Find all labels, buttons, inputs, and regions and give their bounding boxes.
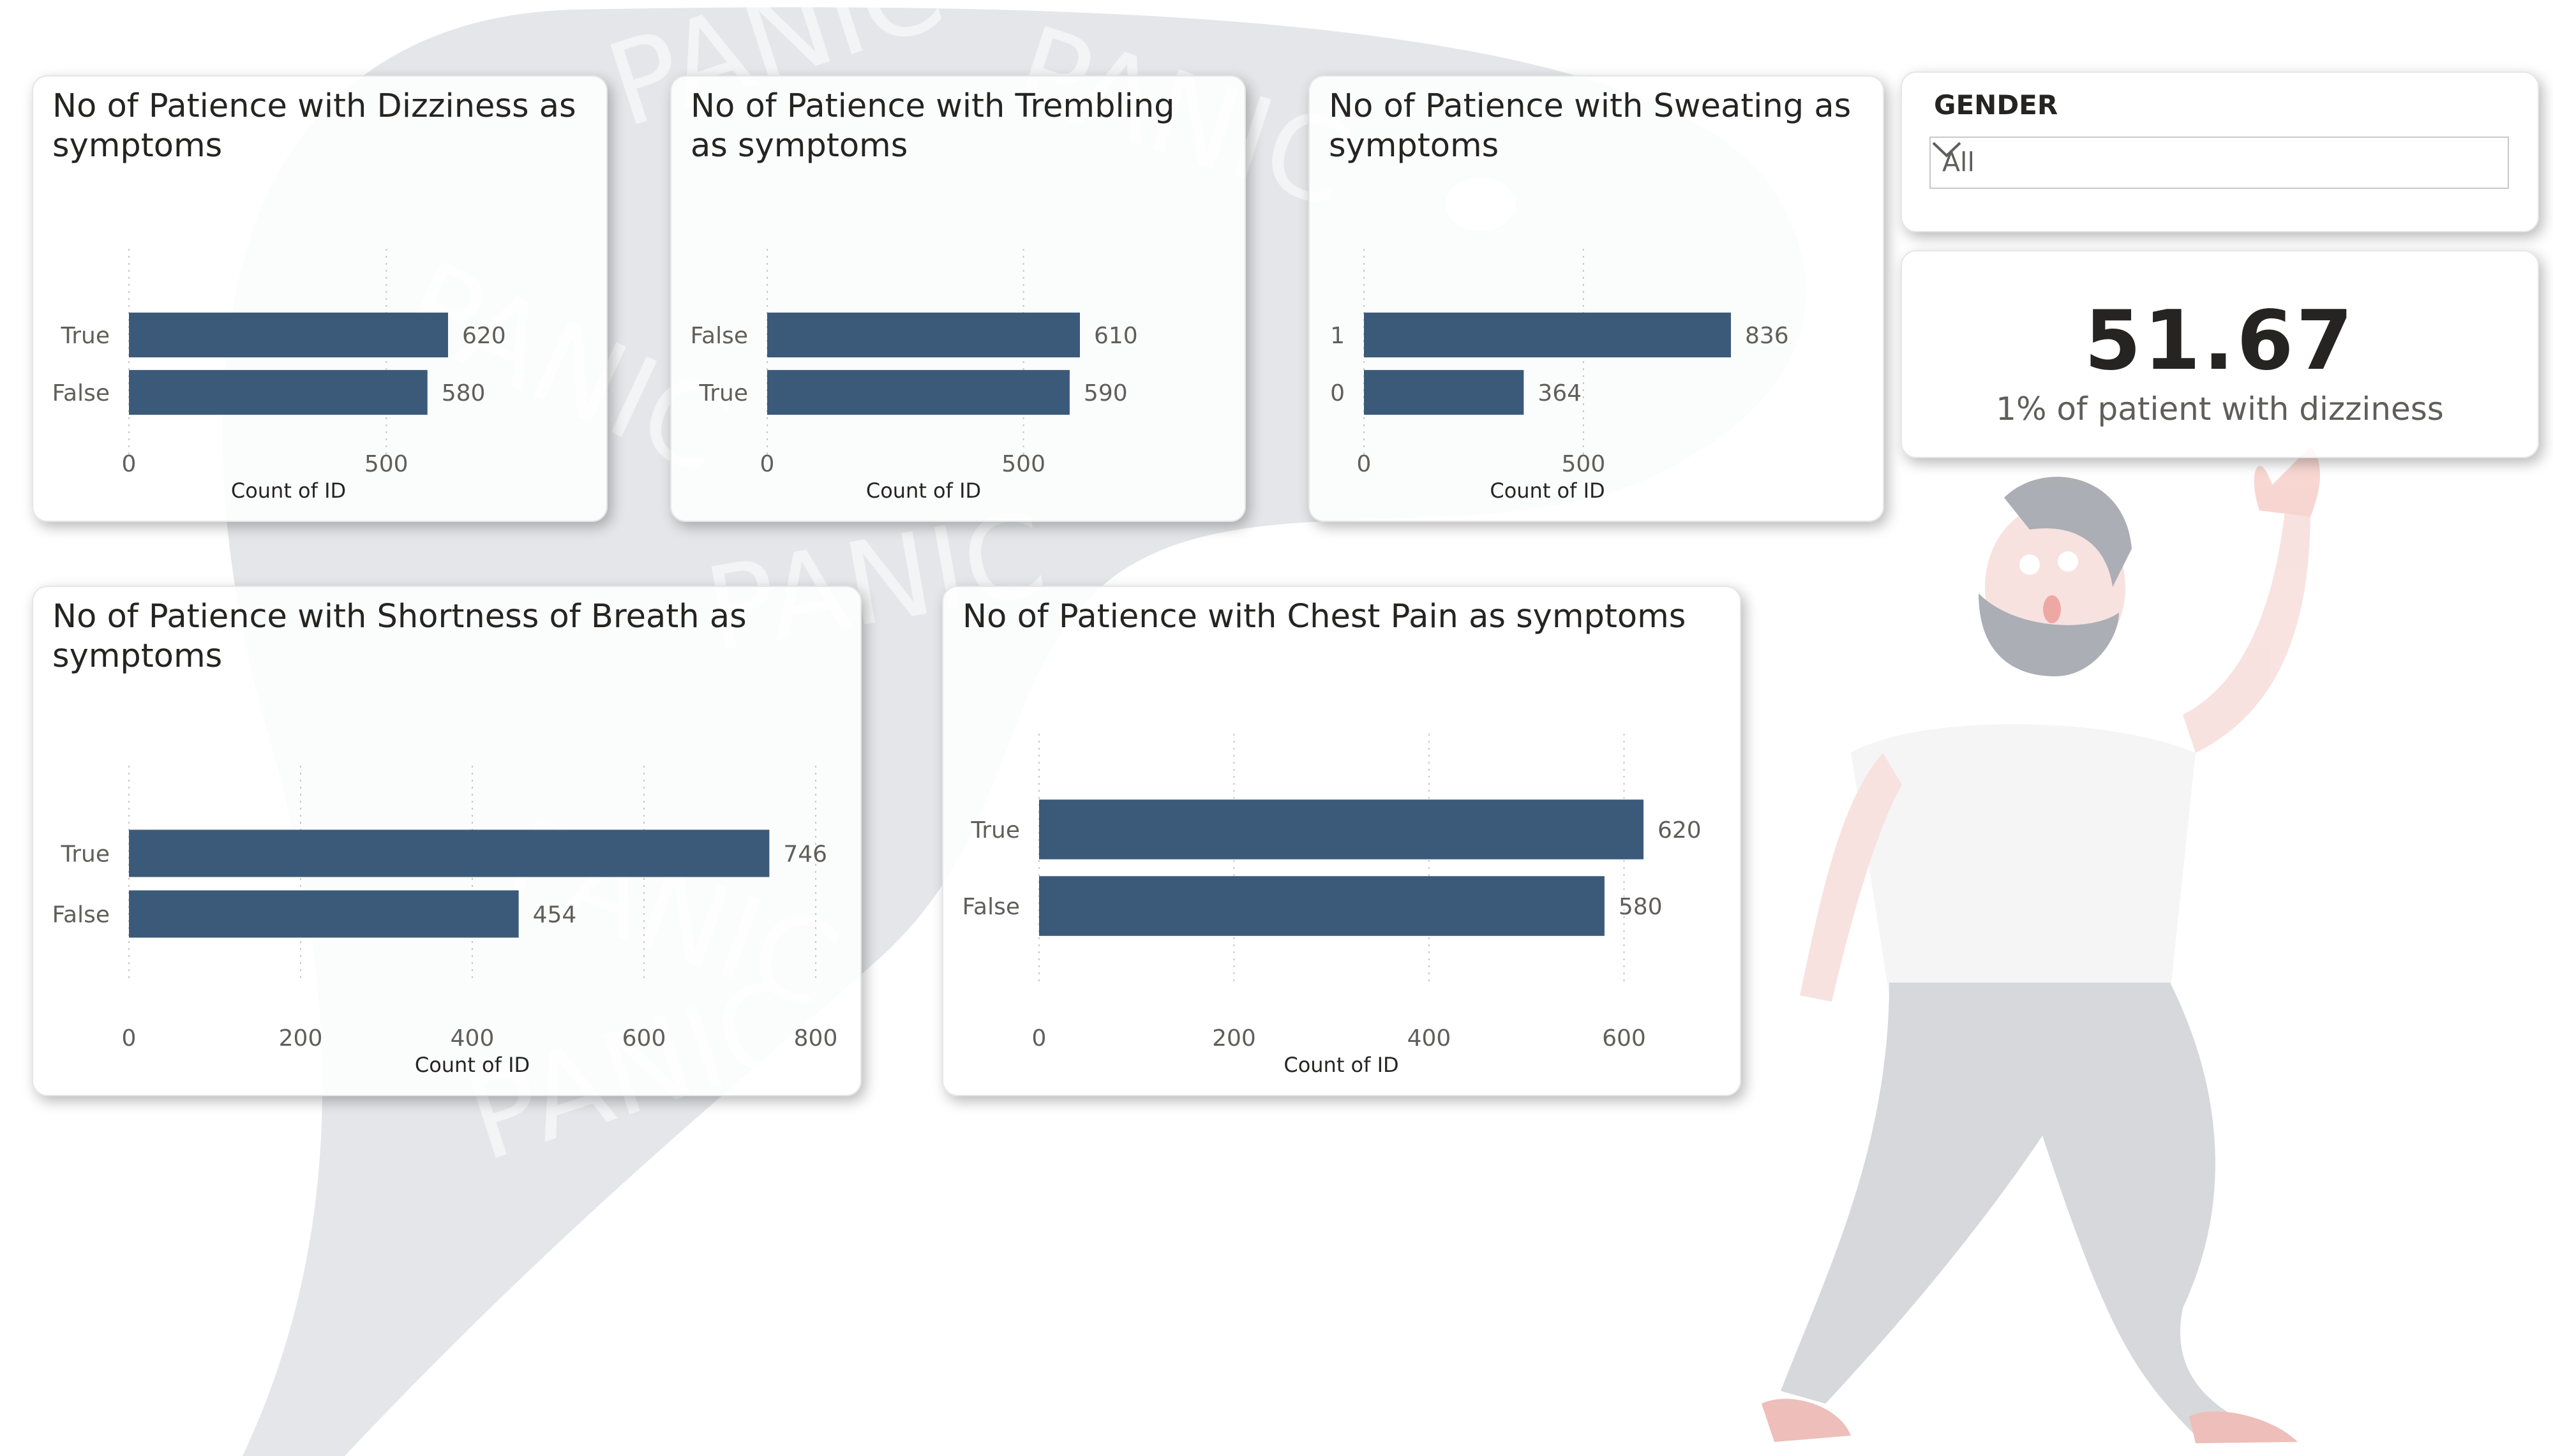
dizziness-chart-card[interactable]: No of Patience with Dizziness as symptom…: [32, 75, 608, 522]
x-tick-label: 600: [622, 1025, 666, 1051]
x-tick-label: 0: [760, 451, 775, 477]
chart-title: No of Patience with Chest Pain as sympto…: [962, 598, 1686, 635]
category-label: True: [61, 323, 110, 349]
category-label: False: [52, 380, 110, 406]
data-label: 580: [1619, 894, 1663, 920]
category-label: True: [971, 817, 1020, 843]
x-tick-label: 500: [1001, 451, 1045, 477]
x-axis-title: Count of ID: [231, 479, 346, 503]
x-axis-title: Count of ID: [866, 479, 981, 503]
category-label: False: [962, 894, 1020, 920]
kpi-card: 51.67 1% of patient with dizziness: [1901, 250, 2539, 458]
x-tick-label: 400: [1407, 1025, 1451, 1051]
category-label: 1: [1330, 323, 1345, 349]
chest-pain-chart-card[interactable]: No of Patience with Chest Pain as sympto…: [942, 586, 1741, 1096]
bar: [767, 312, 1080, 358]
category-label: 0: [1330, 380, 1345, 406]
chart-title: No of Patience with Sweating as symptoms: [1329, 87, 1852, 165]
bar: [129, 829, 770, 877]
data-label: 620: [462, 323, 506, 349]
gender-selected-value: All: [1942, 147, 1975, 177]
chevron-down-icon[interactable]: [1931, 138, 1963, 161]
sweating-bar-chart: 0 500 1 836 0 364 Count of ID: [1330, 249, 1789, 503]
category-label: True: [61, 842, 110, 868]
slicer-title: GENDER: [1934, 89, 2058, 121]
bar: [1039, 799, 1643, 859]
bar: [129, 369, 428, 415]
x-tick-label: 200: [279, 1025, 323, 1051]
bar: [767, 369, 1070, 415]
bar: [1039, 876, 1605, 936]
x-tick-label: 0: [1032, 1025, 1047, 1051]
dizziness-bar-chart: 0 500 True 620 False 580 Count of ID: [52, 249, 506, 503]
x-tick-label: 600: [1602, 1025, 1646, 1051]
bar: [1364, 369, 1524, 415]
chart-title: No of Patience with Dizziness as symptom…: [52, 87, 576, 165]
data-label: 620: [1658, 817, 1702, 843]
bar: [129, 312, 448, 358]
chart-title: No of Patience with Trembling as symptom…: [691, 87, 1175, 165]
x-tick-label: 0: [122, 451, 137, 477]
x-tick-label: 500: [1562, 451, 1606, 477]
bar: [1364, 312, 1731, 358]
scared-man-illustration: [1762, 447, 2320, 1443]
x-tick-label: 0: [122, 1025, 137, 1051]
category-label: True: [699, 380, 748, 406]
data-label: 836: [1745, 323, 1789, 349]
chart-title: No of Patience with Shortness of Breath …: [52, 598, 747, 675]
shortness-of-breath-chart-card[interactable]: No of Patience with Shortness of Breath …: [32, 586, 862, 1096]
category-label: False: [691, 323, 748, 349]
trembling-bar-chart: 0 500 False 610 True 590 Count of ID: [691, 249, 1138, 503]
category-label: False: [52, 902, 110, 928]
chest-pain-bar-chart: 0 200 400 600 True 620 False 580 Count of ID: [962, 734, 1702, 1077]
trembling-chart-card[interactable]: No of Patience with Trembling as symptom…: [670, 75, 1246, 522]
x-tick-label: 800: [794, 1025, 838, 1051]
shortness-of-breath-bar-chart: 0 200 400 600 800 True 746 False 454 Count of ID: [52, 766, 838, 1077]
data-label: 746: [783, 842, 827, 868]
data-label: 590: [1084, 380, 1128, 406]
data-label: 364: [1538, 380, 1582, 406]
gender-dropdown[interactable]: All: [1929, 137, 2509, 189]
data-label: 454: [533, 902, 577, 928]
x-tick-label: 0: [1357, 451, 1372, 477]
data-label: 580: [442, 380, 486, 406]
x-tick-label: 500: [364, 451, 408, 477]
kpi-label: 1% of patient with dizziness: [1996, 390, 2444, 427]
x-axis-title: Count of ID: [415, 1053, 530, 1077]
bar: [129, 890, 519, 938]
x-tick-label: 400: [451, 1025, 495, 1051]
x-tick-label: 200: [1212, 1025, 1256, 1051]
gender-slicer[interactable]: GENDER All: [1901, 71, 2539, 232]
x-axis-title: Count of ID: [1284, 1053, 1398, 1077]
sweating-chart-card[interactable]: No of Patience with Sweating as symptoms…: [1308, 75, 1884, 522]
kpi-value: 51.67: [2084, 293, 2356, 389]
x-axis-title: Count of ID: [1490, 479, 1605, 503]
data-label: 610: [1094, 323, 1138, 349]
